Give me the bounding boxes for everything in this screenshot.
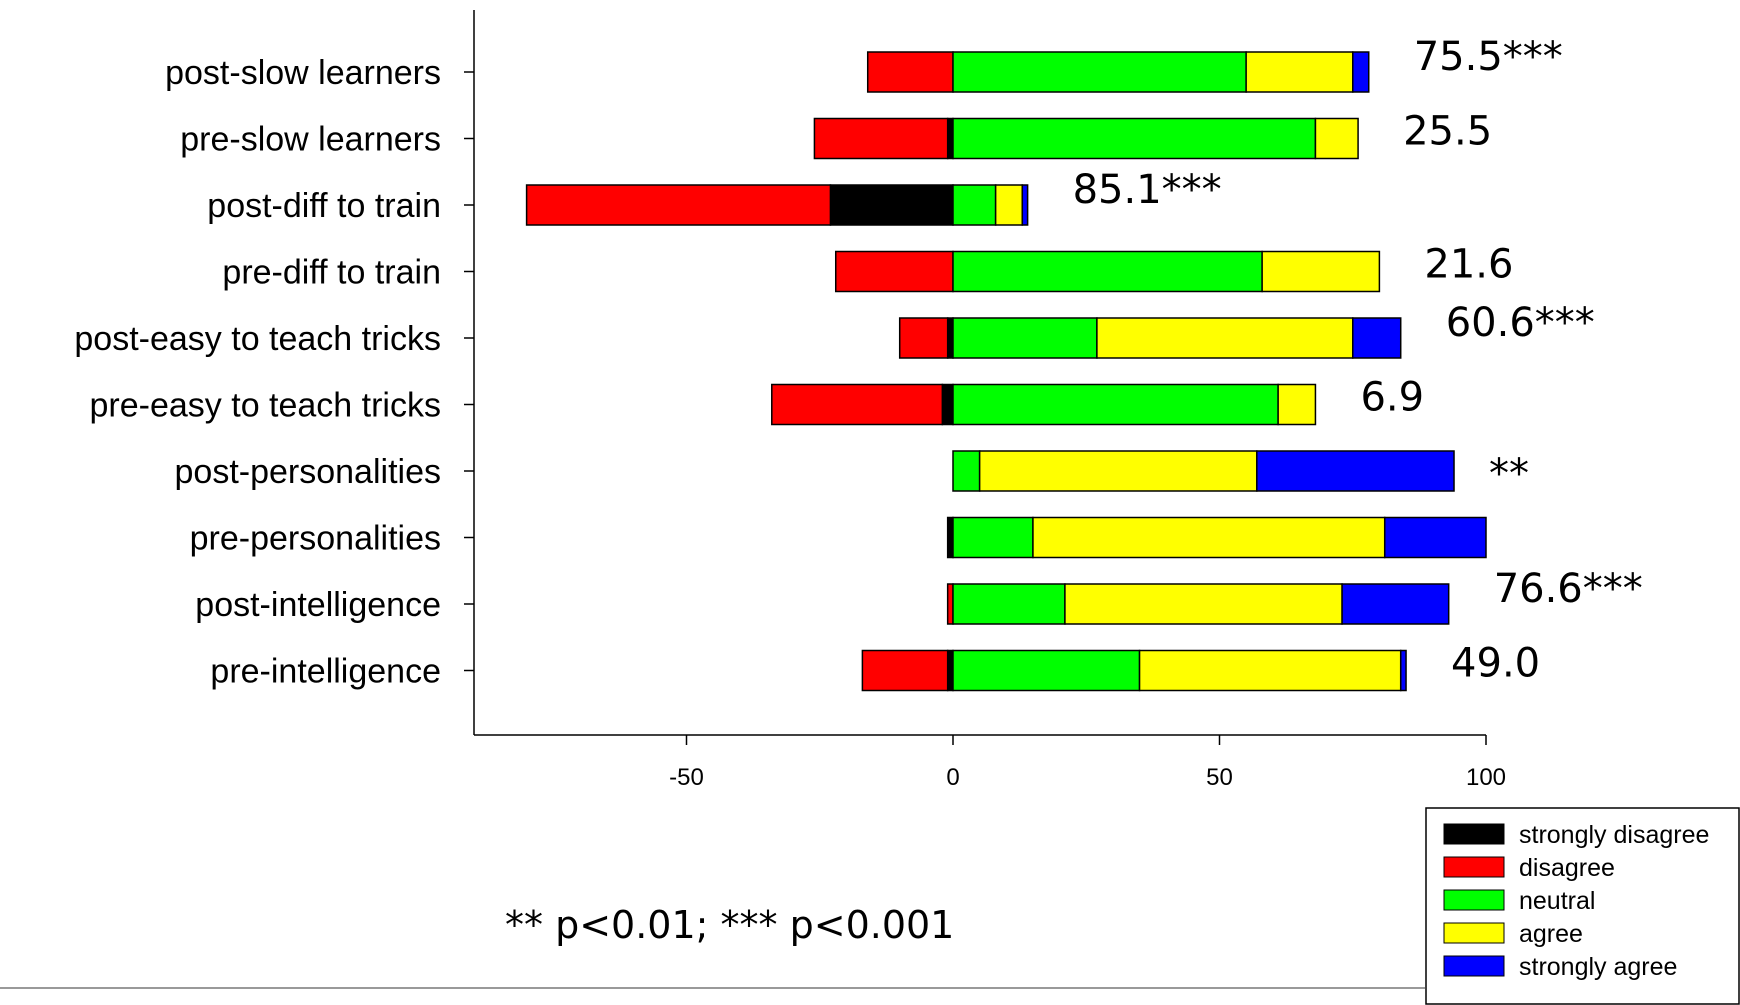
bar-segment-disagree (898, 317, 949, 359)
category-label: post-easy to teach tricks (74, 320, 441, 358)
bar-segment-disagree (866, 51, 954, 93)
significance-label: 60.6*** (1446, 300, 1595, 346)
bar-segment-agree (1096, 317, 1354, 359)
bar-segment-agree (1064, 583, 1343, 625)
bar-segment-strongly-disagree (946, 117, 954, 160)
bar-segment-neutral (952, 450, 981, 492)
category-label: pre-intelligence (210, 653, 441, 691)
category-labels: post-slow learners pre-slow learners post-… (74, 54, 474, 691)
significance-label: 25.5 (1403, 109, 1492, 155)
significance-label: 49.0 (1451, 641, 1540, 687)
legend-swatch (1443, 955, 1505, 977)
significance-label: 21.6 (1424, 242, 1513, 288)
bar-segment-disagree (861, 649, 949, 692)
bar-segment-disagree (771, 383, 944, 426)
legend-swatch (1443, 889, 1505, 911)
bar-segment-disagree (834, 250, 954, 293)
bar-segment-strongly-disagree (946, 317, 954, 359)
category-label: post-slow learners (165, 54, 441, 92)
significance-label: 75.5*** (1414, 34, 1563, 80)
bars-group (525, 51, 1487, 692)
legend-label: disagree (1519, 854, 1615, 882)
bar-segment-neutral (952, 117, 1317, 160)
significance-label: ** (1489, 451, 1529, 497)
significance-annotations: 75.5*** 25.5 85.1*** 21.6 60.6*** 6.9 ** 76.6**… (1073, 34, 1643, 687)
legend-swatch (1443, 856, 1505, 878)
bar-segment-agree (994, 184, 1024, 226)
bar-segment-neutral (952, 250, 1263, 293)
significance-label: 85.1*** (1073, 167, 1222, 213)
x-tick-label: 0 (946, 764, 959, 791)
bar-segment-neutral (952, 51, 1247, 93)
significance-label: 76.6*** (1494, 566, 1643, 612)
category-label: post-diff to train (207, 187, 441, 225)
category-label: post-intelligence (195, 586, 441, 624)
bar-segment-strongly-agree (1021, 184, 1029, 226)
bar-segment-agree (1277, 383, 1317, 426)
bar-segment-strongly-agree (1256, 450, 1455, 492)
category-label: pre-diff to train (222, 254, 441, 292)
bar-segment-agree (1261, 250, 1381, 293)
significance-label: 6.9 (1360, 375, 1424, 421)
x-tick-label: -50 (669, 764, 704, 791)
bar-segment-strongly-agree (1383, 516, 1487, 559)
bar-segment-strongly-agree (1352, 317, 1402, 359)
legend-swatch (1443, 922, 1505, 944)
bar-segment-neutral (952, 317, 1098, 359)
axes-group: -50 0 50 100 (473, 10, 1506, 791)
x-tick-label: 100 (1466, 764, 1506, 791)
bar-segment-agree (1314, 117, 1359, 160)
bar-segment-strongly-agree (1352, 51, 1370, 93)
legend-label: agree (1519, 920, 1583, 948)
bar-segment-disagree (525, 184, 832, 226)
category-label: pre-slow learners (180, 121, 441, 159)
bar-segment-strongly-agree (1399, 649, 1407, 692)
bar-segment-strongly-disagree (829, 184, 954, 226)
legend-label: neutral (1519, 887, 1595, 915)
bar-segment-neutral (952, 516, 1034, 559)
category-label: pre-personalities (190, 520, 441, 558)
category-label: pre-easy to teach tricks (90, 387, 441, 425)
bar-segment-disagree (813, 117, 949, 160)
bar-segment-strongly-disagree (946, 649, 954, 692)
x-tick-label: 50 (1206, 764, 1233, 791)
bar-segment-neutral (952, 583, 1066, 625)
legend-label: strongly disagree (1519, 821, 1709, 849)
category-label: post-personalities (175, 453, 441, 491)
significance-footnote: ** p<0.01; *** p<0.001 (505, 903, 954, 947)
bar-segment-agree (1032, 516, 1386, 559)
bar-segment-neutral (952, 383, 1279, 426)
bar-segment-strongly-disagree (946, 516, 954, 559)
bar-segment-agree (978, 450, 1258, 492)
legend-swatch (1443, 823, 1505, 845)
bar-segment-strongly-disagree (941, 383, 954, 426)
bar-segment-agree (1138, 649, 1402, 692)
bar-segment-disagree (946, 583, 954, 625)
legend: strongly disagree disagree neutral agree str… (1425, 807, 1740, 1005)
bar-segment-neutral (952, 184, 997, 226)
bar-segment-agree (1245, 51, 1354, 93)
legend-label: strongly agree (1519, 953, 1677, 981)
bar-segment-neutral (952, 649, 1141, 692)
bar-segment-strongly-agree (1341, 583, 1450, 625)
